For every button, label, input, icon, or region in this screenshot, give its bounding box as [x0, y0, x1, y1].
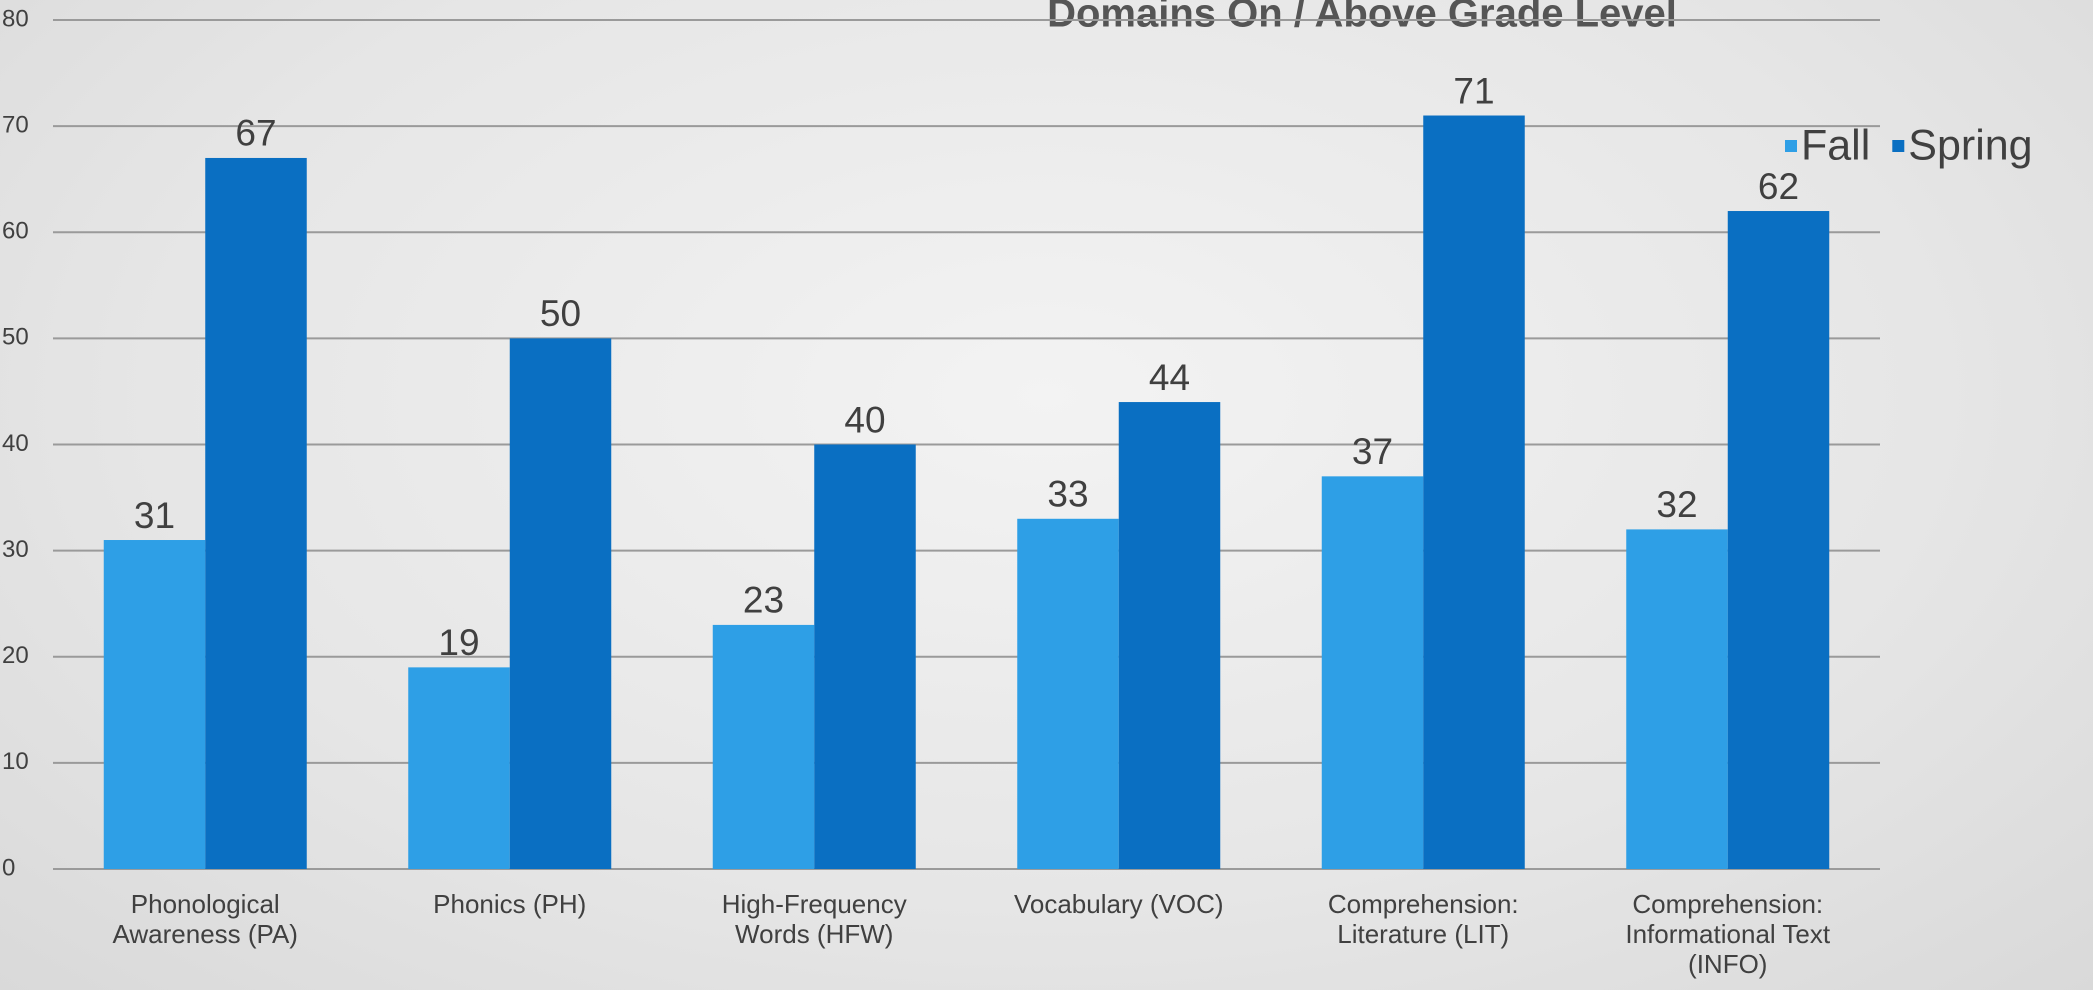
- data-label: 19: [438, 622, 479, 663]
- data-label: 32: [1656, 484, 1697, 525]
- x-tick-label: Phonological Awareness (PA): [112, 889, 298, 949]
- chart-title: Domains On / Above Grade Level: [1047, 0, 1677, 36]
- bar: [1118, 402, 1221, 869]
- data-label: 71: [1453, 70, 1494, 111]
- y-tick-label: 10: [2, 748, 29, 775]
- x-tick-label: Comprehension: Literature (LIT): [1327, 889, 1519, 949]
- y-tick-label: 80: [2, 5, 29, 32]
- bar: [1017, 518, 1119, 869]
- y-tick-label: 30: [2, 536, 29, 563]
- data-label: 23: [743, 580, 784, 621]
- data-label: 62: [1758, 166, 1799, 207]
- bar: [1321, 476, 1424, 869]
- y-tick-label: 0: [2, 854, 15, 881]
- data-label: 31: [134, 495, 175, 536]
- x-tick-label: Vocabulary (VOC): [1013, 889, 1224, 919]
- legend-label: Spring: [1908, 121, 2032, 169]
- x-tick-label: Comprehension: Informational Text (INFO): [1625, 889, 1831, 979]
- x-tick-label: Phonics (PH): [433, 889, 587, 919]
- bar: [1727, 211, 1830, 869]
- data-label: 33: [1047, 474, 1088, 515]
- x-tick-label: High-Frequency Words (HFW): [721, 889, 907, 949]
- bar: [814, 444, 916, 869]
- bar: [103, 540, 206, 869]
- y-tick-label: 60: [2, 218, 29, 245]
- bar: [712, 624, 815, 869]
- bar: [1626, 529, 1728, 869]
- data-label: 50: [540, 293, 581, 334]
- data-label: 37: [1352, 431, 1393, 472]
- legend-swatch: [1785, 140, 1797, 152]
- bar: [1423, 115, 1525, 869]
- data-label: 40: [844, 399, 885, 440]
- bar: [205, 157, 307, 869]
- legend-label: Fall: [1801, 121, 1870, 169]
- bar: [408, 667, 510, 869]
- y-tick-label: 40: [2, 430, 29, 457]
- bar: [509, 338, 612, 869]
- data-label: 67: [235, 113, 276, 154]
- legend-swatch: [1892, 140, 1905, 152]
- y-tick-label: 20: [2, 642, 29, 669]
- data-label: 44: [1149, 357, 1190, 398]
- y-tick-label: 70: [2, 111, 29, 138]
- y-tick-label: 50: [2, 324, 29, 351]
